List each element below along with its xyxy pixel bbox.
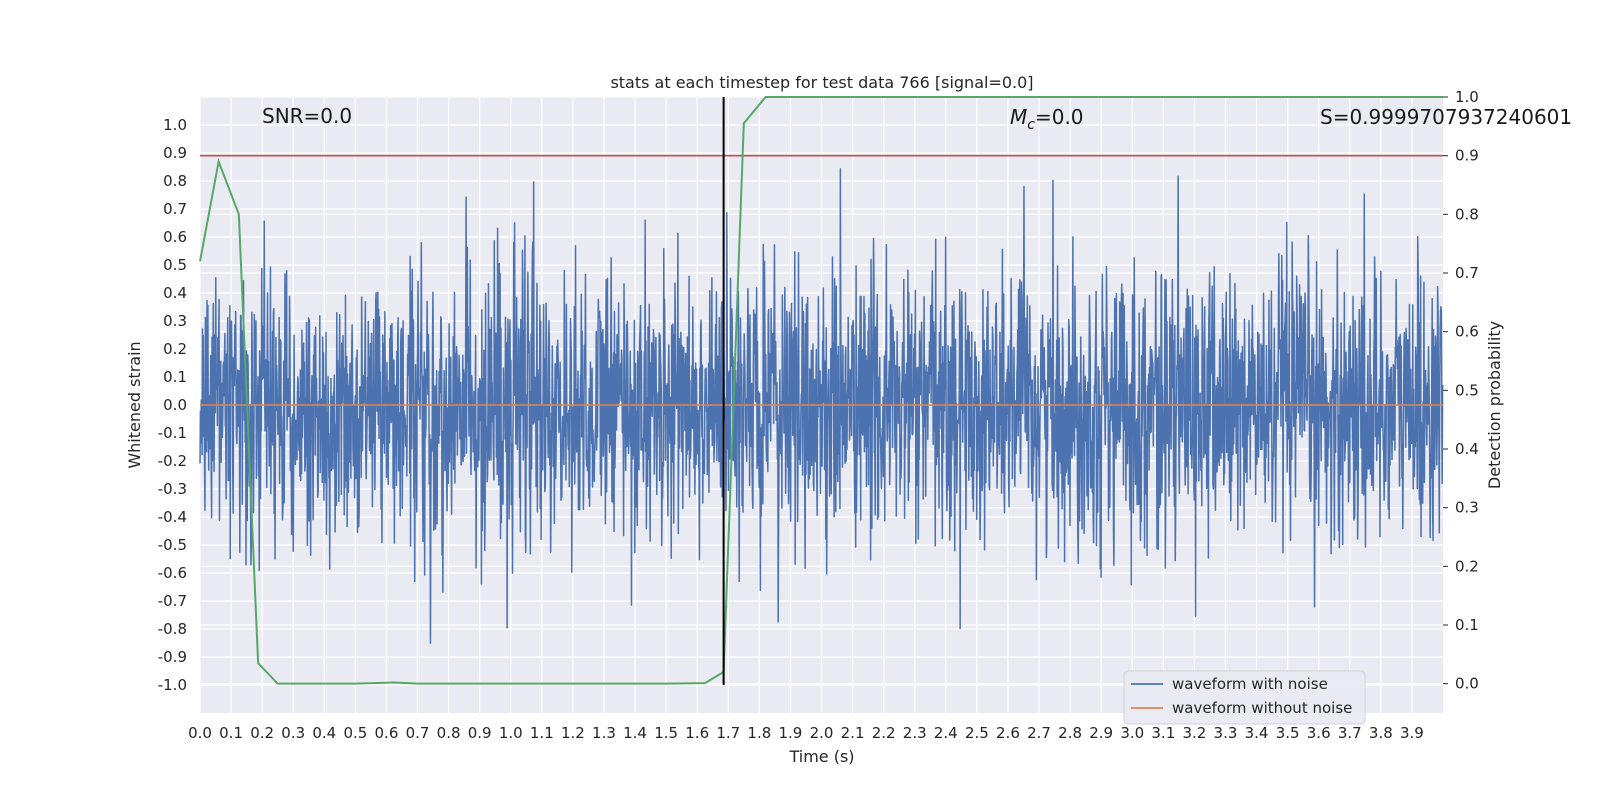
y-tick-label: 0.7 xyxy=(163,200,187,218)
x-tick-label: 0.1 xyxy=(219,724,243,742)
y2-tick-label: 0.9 xyxy=(1455,147,1479,165)
chirp-mass-annotation: Mc=0.0 xyxy=(1010,105,1084,133)
x-tick-labels: 0.0 0.1 0.2 0.3 0.4 0.5 0.6 0.7 0.8 0.9 1.0 1.1 1.2 1… xyxy=(188,724,1424,742)
y-tick-label: -0.5 xyxy=(158,536,187,554)
x-tick-label: 3.1 xyxy=(1151,724,1175,742)
y-tick-label: 0.8 xyxy=(163,172,187,190)
x-tick-label: 1.2 xyxy=(561,724,585,742)
x-tick-label: 2.3 xyxy=(903,724,927,742)
x-tick-label: 0.9 xyxy=(468,724,492,742)
legend: waveform with noise waveform without noi… xyxy=(1123,670,1366,725)
legend-label-clean: waveform without noise xyxy=(1172,699,1352,717)
x-tick-label: 2.5 xyxy=(965,724,989,742)
x-tick-label: 0.4 xyxy=(312,724,336,742)
x-tick-label: 2.1 xyxy=(841,724,865,742)
waveform-with-noise xyxy=(199,167,1444,644)
y-tick-label: 0.9 xyxy=(163,144,187,162)
y2-tick-label: 0.0 xyxy=(1455,675,1479,693)
x-tick-label: 0.6 xyxy=(375,724,399,742)
x-tick-label: 3.2 xyxy=(1182,724,1206,742)
y2-tick-label: 0.5 xyxy=(1455,381,1479,399)
y2-axis-label: Detection probability xyxy=(1485,321,1504,489)
x-tick-label: 3.0 xyxy=(1120,724,1144,742)
x-tick-label: 0.2 xyxy=(250,724,274,742)
y-tick-label: -0.8 xyxy=(158,620,187,638)
y-tick-label: 0.4 xyxy=(163,284,187,302)
x-tick-label: 1.8 xyxy=(747,724,771,742)
x-tick-label: 2.8 xyxy=(1058,724,1082,742)
x-tick-label: 0.5 xyxy=(343,724,367,742)
y-tick-label: -0.6 xyxy=(158,564,187,582)
x-tick-label: 1.6 xyxy=(685,724,709,742)
y-axis-label: Whitened strain xyxy=(125,341,144,468)
x-tick-label: 1.4 xyxy=(623,724,647,742)
y-tick-label: 0.6 xyxy=(163,228,187,246)
x-tick-label: 0.7 xyxy=(406,724,430,742)
y-tick-label: -0.2 xyxy=(158,452,187,470)
y-tick-label: 1.0 xyxy=(163,116,187,134)
y2-tick-labels: 1.0 0.9 0.8 0.7 0.6 0.5 0.4 0.3 0.2 0.1 0.0 xyxy=(1455,88,1479,693)
y2-tick-label: 1.0 xyxy=(1455,88,1479,106)
y-tick-label: 0.0 xyxy=(163,396,187,414)
y2-tick-label: 0.3 xyxy=(1455,499,1479,517)
x-tick-label: 2.6 xyxy=(996,724,1020,742)
y-tick-label: -0.3 xyxy=(158,480,187,498)
y-tick-label: -0.1 xyxy=(158,424,187,442)
y2-tick-label: 0.6 xyxy=(1455,323,1479,341)
noise-line xyxy=(199,167,1444,644)
x-tick-label: 3.5 xyxy=(1276,724,1300,742)
y-tick-label: -0.9 xyxy=(158,648,187,666)
score-annotation: S=0.9999707937240601 xyxy=(1320,105,1572,129)
x-tick-label: 1.0 xyxy=(499,724,523,742)
y2-tick-label: 0.4 xyxy=(1455,440,1479,458)
y-tick-label: 0.1 xyxy=(163,368,187,386)
y2-tick-label: 0.2 xyxy=(1455,557,1479,575)
x-tick-label: 3.9 xyxy=(1400,724,1424,742)
overlay-lines xyxy=(199,96,1443,685)
x-tick-label: 1.9 xyxy=(778,724,802,742)
y-tick-label: 0.5 xyxy=(163,256,187,274)
y-tick-label: -1.0 xyxy=(158,676,187,694)
y-tick-label: 0.2 xyxy=(163,340,187,358)
x-tick-label: 2.7 xyxy=(1027,724,1051,742)
legend-label-noise: waveform with noise xyxy=(1172,675,1328,693)
x-tick-label: 2.2 xyxy=(872,724,896,742)
x-tick-label: 1.5 xyxy=(654,724,678,742)
x-tick-label: 3.6 xyxy=(1307,724,1331,742)
chart-title: stats at each timestep for test data 766… xyxy=(610,73,1033,92)
x-tick-label: 2.0 xyxy=(810,724,834,742)
x-tick-label: 3.8 xyxy=(1369,724,1393,742)
snr-annotation: SNR=0.0 xyxy=(262,104,352,128)
x-tick-label: 3.4 xyxy=(1245,724,1269,742)
y-tick-labels: 1.0 0.9 0.8 0.7 0.6 0.5 0.4 0.3 0.2 0.1 0.0 -0.1 -0.… xyxy=(158,116,187,694)
x-tick-label: 0.3 xyxy=(281,724,305,742)
x-tick-label: 0.0 xyxy=(188,724,212,742)
x-tick-label: 3.3 xyxy=(1214,724,1238,742)
y-tick-label: -0.4 xyxy=(158,508,187,526)
detection-probability-line xyxy=(199,96,1443,685)
x-tick-label: 0.8 xyxy=(437,724,461,742)
x-tick-label: 2.9 xyxy=(1089,724,1113,742)
x-tick-label: 2.4 xyxy=(934,724,958,742)
y-tick-label: -0.7 xyxy=(158,592,187,610)
y-tick-label: 0.3 xyxy=(163,312,187,330)
y2-tick-label: 0.7 xyxy=(1455,264,1479,282)
y2-tick-label: 0.8 xyxy=(1455,205,1479,223)
x-axis-label: Time (s) xyxy=(788,747,854,766)
x-tick-label: 3.7 xyxy=(1338,724,1362,742)
y2-tick-label: 0.1 xyxy=(1455,616,1479,634)
x-tick-label: 1.7 xyxy=(716,724,740,742)
x-tick-label: 1.3 xyxy=(592,724,616,742)
x-tick-label: 1.1 xyxy=(530,724,554,742)
